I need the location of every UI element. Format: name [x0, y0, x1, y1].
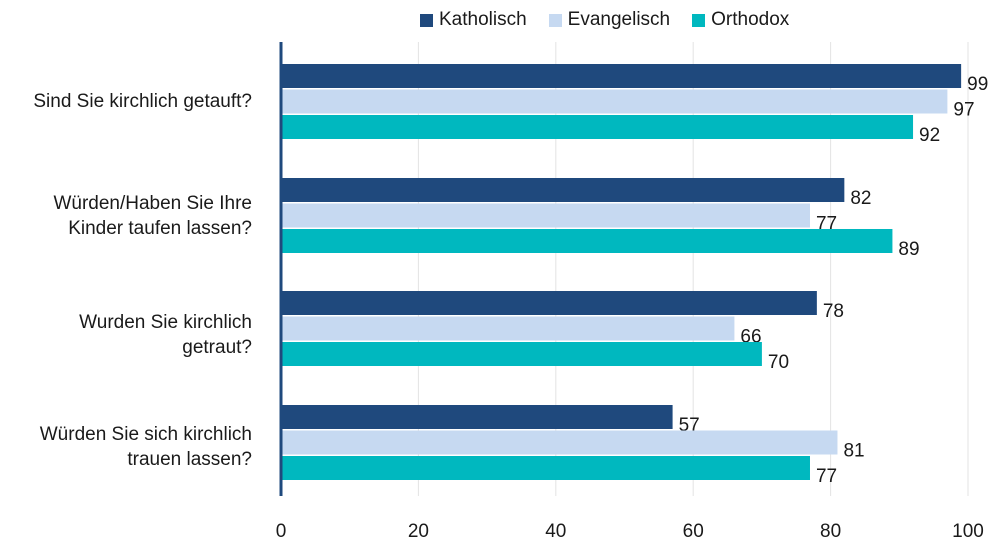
bar-katholisch-4 [281, 405, 673, 429]
bar-evangelisch-3 [281, 316, 735, 341]
category-label-3: Wurden Sie kirchlich getraut? [0, 310, 252, 360]
x-tick-label-20: 20 [408, 521, 429, 541]
data-label-evangelisch-1: 97 [953, 100, 974, 121]
legend-swatch-evangelisch [548, 13, 562, 27]
bar-katholisch-3 [281, 291, 817, 315]
legend-item-katholisch: Katholisch [420, 9, 527, 31]
bar-evangelisch-4 [281, 430, 838, 455]
category-label-1-line-1: Sind Sie kirchlich getauft? [33, 91, 252, 112]
legend-item-orthodox: Orthodox [692, 9, 789, 31]
data-label-orthodox-2: 89 [898, 239, 919, 260]
data-label-katholisch-2: 82 [850, 188, 871, 209]
category-label-4-line-2: trauen lassen? [127, 449, 252, 470]
legend-item-evangelisch: Evangelisch [548, 9, 671, 31]
bar-katholisch-1 [281, 64, 962, 88]
legend: Katholisch Evangelisch Orthodox [420, 9, 789, 31]
data-label-orthodox-1: 92 [919, 125, 940, 146]
category-label-3-line-2: getraut? [182, 337, 252, 358]
bar-orthodox-1 [281, 115, 914, 139]
category-label-2: Würden/Haben Sie Ihre Kinder taufen lass… [0, 191, 252, 241]
data-label-orthodox-4: 77 [816, 466, 837, 487]
x-tick-label-40: 40 [545, 521, 566, 541]
x-tick-label-0: 0 [276, 521, 287, 541]
data-label-katholisch-3: 78 [823, 301, 844, 322]
legend-label-evangelisch: Evangelisch [567, 9, 671, 30]
bar-katholisch-2 [281, 178, 845, 202]
legend-swatch-orthodox [692, 13, 706, 27]
x-tick-label-100: 100 [952, 521, 984, 541]
x-tick-label-60: 60 [683, 521, 704, 541]
category-label-4-line-1: Würden Sie sich kirchlich [39, 424, 252, 445]
data-label-orthodox-3: 70 [768, 352, 789, 373]
category-label-4: Würden Sie sich kirchlich trauen lassen? [0, 422, 252, 472]
bar-orthodox-4 [281, 456, 810, 480]
category-label-2-line-1: Würden/Haben Sie Ihre [53, 193, 252, 214]
bar-orthodox-3 [281, 342, 762, 366]
bar-orthodox-2 [281, 229, 893, 253]
bar-evangelisch-1 [281, 89, 948, 114]
data-label-katholisch-1: 99 [967, 74, 988, 95]
legend-swatch-katholisch [420, 13, 433, 27]
category-label-2-line-2: Kinder taufen lassen? [68, 218, 252, 239]
bar-evangelisch-2 [281, 203, 810, 228]
legend-label-orthodox: Orthodox [711, 9, 790, 30]
data-label-evangelisch-4: 81 [843, 441, 864, 462]
x-tick-label-80: 80 [820, 521, 841, 541]
category-label-3-line-1: Wurden Sie kirchlich [79, 312, 252, 333]
category-label-1: Sind Sie kirchlich getauft? [0, 89, 252, 114]
legend-label-katholisch: Katholisch [439, 9, 527, 30]
